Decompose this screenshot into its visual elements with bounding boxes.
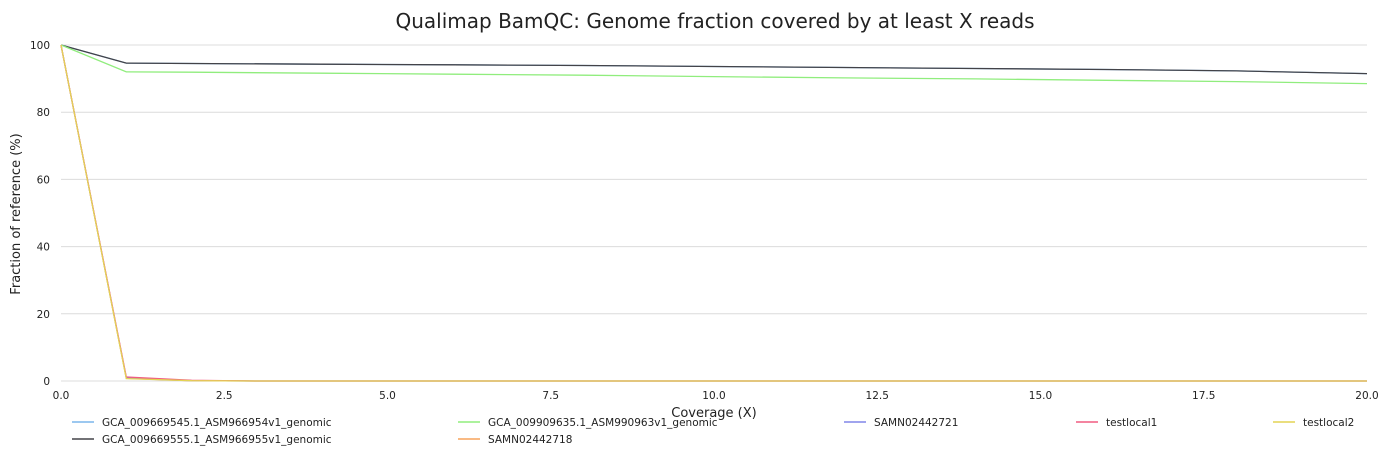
x-tick-label: 20.0: [1355, 390, 1378, 402]
x-tick-label: 0.0: [53, 390, 70, 402]
series-line-1: [60, 44, 1368, 75]
series-line-6: [60, 44, 1367, 382]
gridlines: [61, 44, 1367, 382]
legend-item-label[interactable]: GCA_009669545.1_ASM966954v1_genomic: [102, 417, 332, 429]
y-tick-label: 100: [30, 40, 50, 52]
chart-title: Qualimap BamQC: Genome fraction covered …: [396, 9, 1035, 33]
y-tick-label: 60: [37, 174, 50, 186]
x-tick-label: 7.5: [542, 390, 559, 402]
x-tick-label: 12.5: [866, 390, 889, 402]
x-tick-label: 10.0: [702, 390, 725, 402]
series-line-5: [60, 44, 1367, 382]
legend-item-label[interactable]: testlocal1: [1106, 417, 1157, 429]
legend-item-label[interactable]: GCA_009669555.1_ASM966955v1_genomic: [102, 434, 332, 446]
x-tick-label: 17.5: [1192, 390, 1215, 402]
y-axis-label: Fraction of reference (%): [9, 133, 24, 294]
y-axis-ticks: 0 20 40 60 80 100: [30, 40, 50, 388]
series-line-2: [60, 44, 1368, 85]
series-lines: [60, 44, 1368, 382]
x-axis-ticks: 0.0 2.5 5.0 7.5 10.0 12.5 15.0 17.5 20.0: [53, 390, 1379, 402]
series-line-4: [60, 44, 1367, 382]
y-tick-label: 80: [37, 107, 50, 119]
y-tick-label: 40: [37, 242, 50, 254]
y-tick-label: 20: [37, 309, 50, 321]
legend: GCA_009669545.1_ASM966954v1_genomic GCA_0…: [72, 417, 1354, 446]
legend-item-label[interactable]: SAMN02442718: [488, 434, 572, 446]
x-tick-label: 5.0: [379, 390, 396, 402]
x-tick-label: 2.5: [216, 390, 233, 402]
series-line-0: [60, 44, 1368, 75]
legend-item-label[interactable]: SAMN02442721: [874, 417, 958, 429]
y-tick-label: 0: [43, 376, 50, 388]
series-line-3: [60, 44, 1367, 382]
legend-item-label[interactable]: GCA_009909635.1_ASM990963v1_genomic: [488, 417, 718, 429]
x-tick-label: 15.0: [1029, 390, 1052, 402]
legend-item-label[interactable]: testlocal2: [1303, 417, 1354, 429]
x-axis-label: Coverage (X): [671, 406, 756, 421]
